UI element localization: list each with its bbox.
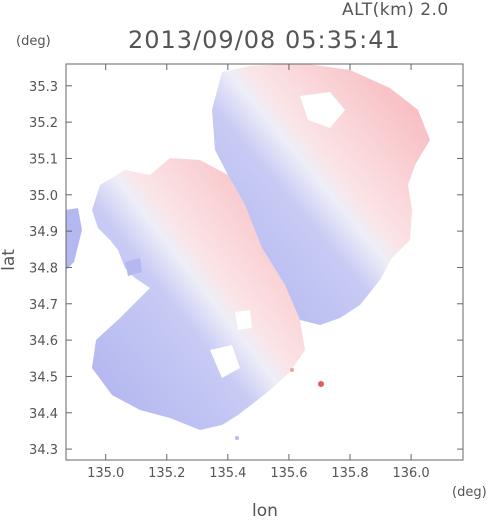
approaching-echo (92, 158, 305, 430)
echo-fragment (66, 208, 82, 270)
echo-speck (235, 436, 239, 440)
x-tick-label: 135.4 (209, 466, 246, 481)
echo-fragment (125, 258, 142, 276)
x-axis: 135.0 135.2 135.4 135.6 135.8 136.0 (87, 64, 430, 481)
y-tick-label: 35.1 (29, 152, 58, 167)
y-tick-label: 35.0 (29, 189, 58, 204)
x-axis-label: lon (252, 501, 278, 521)
x-tick-label: 135.0 (87, 466, 124, 481)
timestamp-title: 2013/09/08 05:35:41 (128, 26, 401, 54)
echo-speck (290, 368, 294, 372)
echo-speck (318, 381, 324, 387)
y-tick-label: 34.9 (29, 225, 58, 240)
echo-gap (235, 310, 252, 330)
x-tick-label: 135.2 (148, 466, 185, 481)
receding-echo (212, 64, 430, 325)
y-tick-label: 35.3 (29, 80, 58, 95)
y-tick-label: 34.3 (29, 443, 58, 458)
altitude-label: ALT(km) 2.0 (342, 0, 449, 20)
x-axis-unit: (deg) (452, 485, 487, 500)
y-tick-label: 35.2 (29, 116, 58, 131)
y-tick-label: 34.8 (29, 261, 58, 276)
plot-frame (65, 63, 464, 461)
y-tick-label: 34.4 (29, 407, 58, 422)
echo-region (66, 64, 430, 440)
echo-gap (300, 92, 345, 128)
x-tick-label: 136.0 (392, 466, 429, 481)
y-axis-unit: (deg) (16, 34, 51, 49)
x-tick-label: 135.6 (270, 466, 307, 481)
x-tick-label: 135.8 (331, 466, 368, 481)
echo-gap (210, 345, 240, 378)
y-tick-label: 34.7 (29, 298, 58, 313)
y-axis: 35.3 35.2 35.1 35.0 34.9 34.8 34.7 34.6 34.5 34.4… (29, 80, 463, 458)
y-tick-label: 34.5 (29, 370, 58, 385)
y-tick-label: 34.6 (29, 334, 58, 349)
